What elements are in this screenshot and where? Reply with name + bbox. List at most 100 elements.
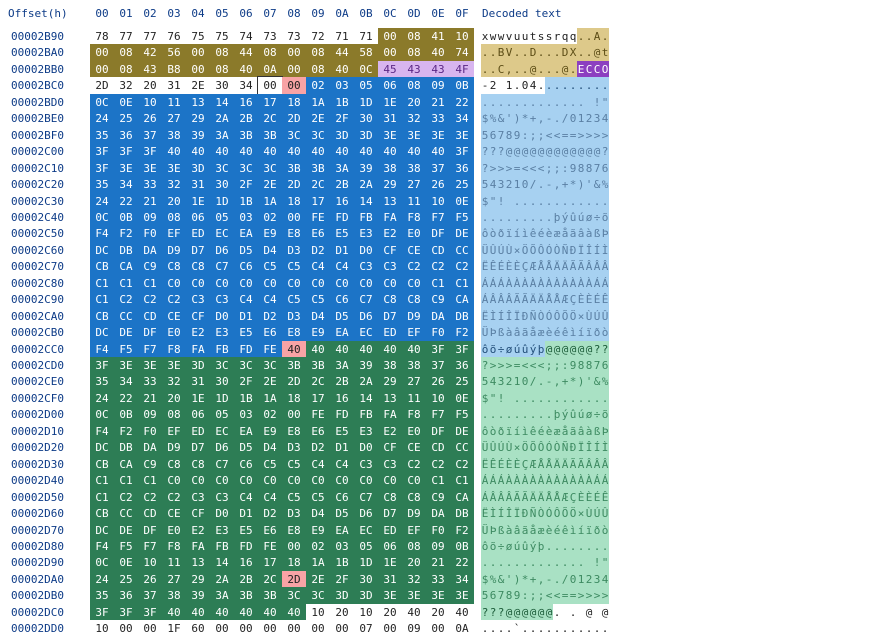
hex-row[interactable]: 00002C60 DC DB DA D9 D7 D6 D5 D4 D3 D2 D1 D0 CF CE CD CC… — [0, 241, 620, 259]
hex-byte-cell[interactable]: F0 — [138, 422, 162, 440]
hex-byte-cell[interactable]: 11 — [402, 389, 426, 407]
hex-byte-cell[interactable]: FE — [306, 208, 330, 226]
hex-byte-cell[interactable]: C0 — [162, 472, 186, 490]
hex-byte-cell[interactable]: C1 — [90, 488, 114, 506]
hex-byte-cell[interactable]: 32 — [402, 570, 426, 588]
hex-row[interactable]: 00002D10 F4 F2 F0 EF ED EC EA E9 E8 E6 E5 E3 E2 E0 DF DE… — [0, 422, 620, 440]
hex-byte-cell[interactable]: F0 — [426, 324, 450, 342]
hex-byte-cell[interactable]: C6 — [234, 455, 258, 473]
hex-byte-cell[interactable]: EC — [354, 324, 378, 342]
hex-byte-cell[interactable]: 3A — [210, 587, 234, 605]
hex-byte-cell[interactable]: 21 — [138, 192, 162, 210]
hex-byte-cell[interactable]: F2 — [450, 324, 474, 342]
hex-byte-cell[interactable]: 40 — [210, 603, 234, 621]
hex-byte-cell[interactable]: 3E — [426, 587, 450, 605]
hex-byte-cell[interactable]: DE — [114, 324, 138, 342]
hex-byte-cell[interactable]: EC — [210, 422, 234, 440]
hex-byte-cell[interactable]: 03 — [330, 537, 354, 555]
hex-byte-cell[interactable]: C7 — [210, 455, 234, 473]
decoded-text-cell[interactable]: $ "! ............ — [481, 192, 609, 210]
hex-byte-cell[interactable]: 11 — [162, 93, 186, 111]
hex-byte-cell[interactable]: D7 — [378, 307, 402, 325]
hex-byte-cell[interactable]: 0B — [114, 406, 138, 424]
hex-byte-cell[interactable]: 40 — [450, 603, 474, 621]
hex-byte-cell[interactable]: 27 — [162, 110, 186, 128]
hex-byte-cell[interactable]: C0 — [210, 472, 234, 490]
hex-byte-cell[interactable]: EA — [234, 225, 258, 243]
hex-byte-cell[interactable]: C2 — [138, 291, 162, 309]
hex-byte-cell[interactable]: D1 — [234, 307, 258, 325]
hex-byte-cell[interactable]: 02 — [258, 406, 282, 424]
hex-byte-cell[interactable]: EF — [402, 324, 426, 342]
hex-byte-cell[interactable]: 3F — [450, 340, 474, 358]
hex-byte-cell[interactable]: 1D — [354, 93, 378, 111]
hex-byte-cell[interactable]: 40 — [282, 340, 306, 358]
hex-byte-cell[interactable]: 38 — [162, 126, 186, 144]
hex-byte-cell[interactable]: 3C — [210, 357, 234, 374]
hex-byte-cell[interactable]: FA — [186, 537, 210, 555]
hex-row[interactable]: 00002B90 78 77 77 76 75 75 74 73 73 72 71 71 00 08 41 10… — [0, 28, 620, 45]
hex-byte-cell[interactable]: C3 — [186, 291, 210, 309]
hex-byte-cell[interactable]: 37 — [426, 159, 450, 177]
hex-byte-cell[interactable]: 3C — [282, 126, 306, 144]
hex-byte-cell[interactable]: DF — [138, 324, 162, 342]
hex-byte-cell[interactable]: C5 — [282, 291, 306, 309]
hex-byte-cell[interactable]: 38 — [402, 357, 426, 374]
hex-byte-cell[interactable]: 36 — [450, 159, 474, 177]
hex-byte-cell[interactable]: 06 — [186, 208, 210, 226]
hex-byte-cell[interactable]: 3E — [450, 126, 474, 144]
hex-byte-cell[interactable]: 1A — [306, 554, 330, 572]
hex-byte-cell[interactable]: 38 — [162, 587, 186, 605]
hex-byte-cell[interactable]: 14 — [210, 93, 234, 111]
hex-byte-cell[interactable]: 34 — [450, 110, 474, 128]
hex-byte-cell[interactable]: C0 — [234, 472, 258, 490]
hex-byte-cell[interactable]: D9 — [162, 439, 186, 457]
decoded-text-cell[interactable]: 5 6 7 8 9:;; < < = = > > > > — [481, 126, 609, 144]
hex-byte-cell[interactable]: 31 — [378, 570, 402, 588]
hex-byte-cell[interactable]: 00 — [426, 620, 450, 637]
hex-byte-cell[interactable]: 3B — [234, 126, 258, 144]
hex-byte-cell[interactable]: 03 — [234, 406, 258, 424]
hex-byte-cell[interactable]: C5 — [258, 258, 282, 276]
hex-byte-cell[interactable]: 40 — [234, 603, 258, 621]
hex-byte-cell[interactable]: 29 — [378, 176, 402, 194]
hex-byte-cell[interactable]: 42 — [138, 44, 162, 62]
hex-byte-cell[interactable]: DC — [90, 521, 114, 539]
hex-byte-cell[interactable]: 2A — [354, 373, 378, 391]
hex-byte-cell[interactable]: 24 — [90, 389, 114, 407]
hex-byte-cell[interactable]: 3F — [450, 143, 474, 161]
hex-byte-cell[interactable]: 33 — [426, 110, 450, 128]
hex-byte-cell[interactable]: 22 — [450, 554, 474, 572]
hex-byte-cell[interactable]: 06 — [378, 77, 402, 95]
hex-byte-cell[interactable]: C2 — [162, 488, 186, 506]
hex-byte-cell[interactable]: 14 — [354, 192, 378, 210]
hex-byte-cell[interactable]: 1D — [210, 192, 234, 210]
hex-byte-cell[interactable]: 17 — [306, 389, 330, 407]
hex-byte-cell[interactable]: 00 — [378, 44, 402, 62]
hex-byte-cell[interactable]: CD — [138, 307, 162, 325]
decoded-text-cell[interactable]: ô õ ÷ ø ú û ý þ @ @ @ @ @ @?? — [481, 340, 609, 358]
hex-byte-cell[interactable]: 40 — [186, 603, 210, 621]
hex-byte-cell[interactable]: C0 — [306, 274, 330, 292]
hex-byte-cell[interactable]: 33 — [426, 570, 450, 588]
hex-byte-cell[interactable]: 40 — [162, 603, 186, 621]
hex-byte-cell[interactable]: 40 — [402, 143, 426, 161]
hex-byte-cell[interactable]: C1 — [138, 274, 162, 292]
hex-byte-cell[interactable]: 22 — [450, 93, 474, 111]
hex-byte-cell[interactable]: CB — [90, 307, 114, 325]
decoded-text-cell[interactable]: $% & ') * +, -./0 1 2 3 4 — [481, 570, 609, 588]
hex-byte-cell[interactable]: 09 — [426, 537, 450, 555]
hex-byte-cell[interactable]: 08 — [114, 60, 138, 78]
hex-byte-cell[interactable]: 10 — [450, 28, 474, 45]
hex-byte-cell[interactable]: C0 — [378, 472, 402, 490]
hex-row[interactable]: 00002BB0 00 08 43 B8 00 08 40 0A 00 08 40 0C 45 43 43 4F… — [0, 60, 620, 78]
hex-byte-cell[interactable]: 25 — [114, 570, 138, 588]
decoded-text-cell[interactable]: ............. ! " — [481, 554, 609, 572]
hex-byte-cell[interactable]: 3E — [378, 126, 402, 144]
hex-byte-cell[interactable]: FA — [378, 406, 402, 424]
hex-byte-cell[interactable]: CB — [90, 505, 114, 523]
hex-byte-cell[interactable]: FE — [258, 340, 282, 358]
hex-byte-cell[interactable]: C0 — [354, 274, 378, 292]
hex-byte-cell[interactable]: C7 — [354, 291, 378, 309]
hex-byte-cell[interactable]: 2C — [258, 570, 282, 588]
